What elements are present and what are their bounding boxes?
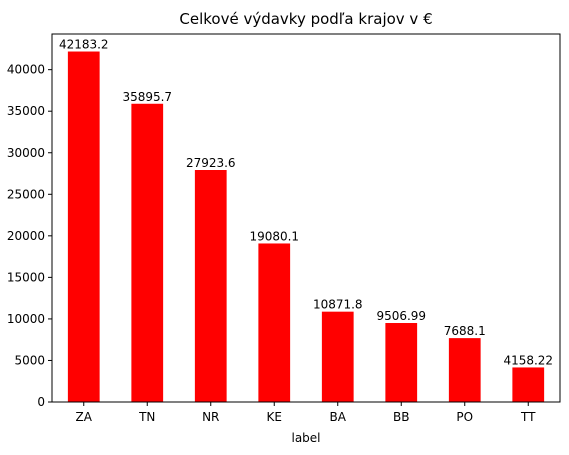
bar-ke	[258, 243, 291, 402]
bar-ba	[321, 311, 354, 402]
bar-value-label-nr: 27923.6	[186, 156, 236, 170]
bar-value-label-tt: 4158.22	[503, 353, 553, 367]
bar-po	[448, 338, 481, 402]
y-tick-label: 35000	[7, 104, 45, 118]
bar-value-label-ke: 19080.1	[249, 229, 299, 243]
y-tick-label: 0	[37, 395, 45, 409]
chart-title: Celkové výdavky podľa krajov v €	[179, 10, 432, 28]
x-tick-label: PO	[456, 410, 473, 424]
x-tick-label: BA	[330, 410, 347, 424]
x-tick-label: TT	[520, 410, 536, 424]
y-tick-label: 5000	[14, 353, 45, 367]
bar-value-label-tn: 35895.7	[122, 90, 172, 104]
y-tick-label: 10000	[7, 312, 45, 326]
y-tick-label: 40000	[7, 63, 45, 77]
y-axis: 0 5000 10000 15000 20000 25000 30000 35000 40000	[7, 63, 52, 409]
bar-bb	[385, 323, 418, 402]
bar-value-label-ba: 10871.8	[313, 298, 363, 312]
x-axis-label: label	[291, 431, 320, 445]
plot-area: 42183.2 35895.7 27923.6 19080.1 10871.8 9506.…	[59, 38, 553, 403]
y-tick-label: 15000	[7, 270, 45, 284]
bar-za	[67, 51, 100, 403]
bar-nr	[194, 170, 227, 402]
bar-value-label-po: 7688.1	[444, 324, 486, 338]
x-tick-label: BB	[393, 410, 409, 424]
y-tick-label: 30000	[7, 146, 45, 160]
y-tick-label: 20000	[7, 229, 45, 243]
bar-tn	[131, 103, 164, 402]
bar-value-label-bb: 9506.99	[376, 309, 426, 323]
x-axis: ZA TN NR KE BA BB PO TT	[76, 402, 536, 424]
x-tick-label: KE	[267, 410, 282, 424]
bar-tt	[512, 367, 545, 402]
y-tick-label: 25000	[7, 187, 45, 201]
plot-frame	[51, 33, 561, 403]
x-tick-label: NR	[202, 410, 219, 424]
bar-value-label-za: 42183.2	[59, 38, 109, 52]
x-tick-label: TN	[138, 410, 155, 424]
x-tick-label: ZA	[76, 410, 93, 424]
